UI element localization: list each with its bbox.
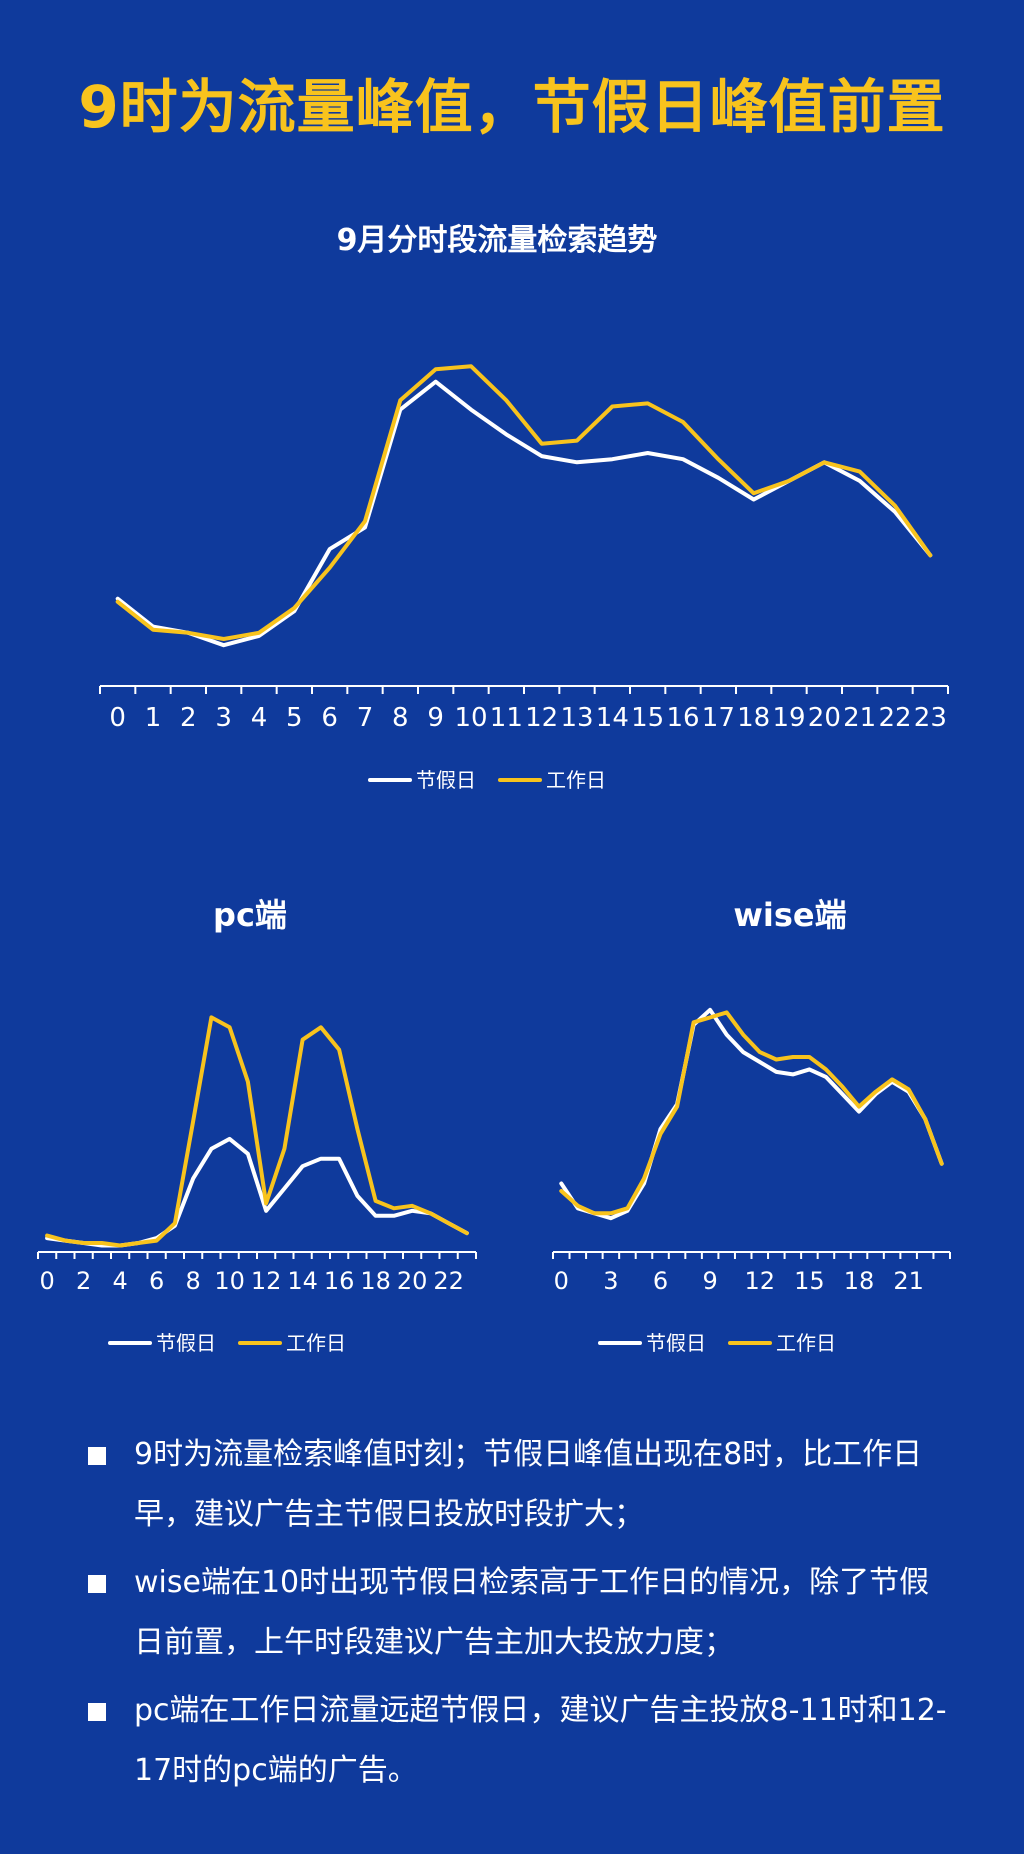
x-tick-label: 21 — [843, 703, 876, 733]
insight-text: pc端在工作日流量远超节假日，建议广告主投放8-11时和12-17时的pc端的广… — [134, 1693, 947, 1788]
square-bullet-icon — [88, 1703, 106, 1721]
x-tick-label: 0 — [554, 1267, 569, 1295]
x-tick-label: 19 — [772, 703, 805, 733]
main-chart: 0 1 2 3 4 5 6 7 8 9 10 11 12 13 14 15 16 17 18 19 20 21 22 23节假… — [99, 364, 949, 792]
legend-label: 工作日 — [286, 1331, 346, 1355]
series-line-workday — [45, 1015, 469, 1248]
x-tick-label: 12 — [525, 703, 558, 733]
x-tick-label: 7 — [357, 703, 374, 733]
x-tick-label: 2 — [76, 1267, 91, 1295]
x-tick-label: 14 — [287, 1267, 318, 1295]
x-tick-label: 23 — [914, 703, 947, 733]
x-tick-label: 2 — [180, 703, 197, 733]
insight-text: 9时为流量检索峰值时刻；节假日峰值出现在8时，比工作日早，建议广告主节假日投放时… — [134, 1437, 923, 1532]
x-tick-label: 10 — [454, 703, 487, 733]
x-tick-label: 16 — [324, 1267, 355, 1295]
square-bullet-icon — [88, 1575, 106, 1593]
insight-item: wise端在10时出现节假日检索高于工作日的情况，除了节假日前置，上午时段建议广… — [88, 1553, 948, 1673]
insight-text: wise端在10时出现节假日检索高于工作日的情况，除了节假日前置，上午时段建议广… — [134, 1565, 930, 1660]
x-tick-label: 13 — [560, 703, 593, 733]
x-tick-label: 15 — [631, 703, 664, 733]
legend-label: 节假日 — [646, 1331, 706, 1355]
x-tick-label: 6 — [321, 703, 338, 733]
x-tick-label: 15 — [794, 1267, 825, 1295]
x-tick-label: 3 — [215, 703, 232, 733]
x-tick-label: 0 — [39, 1267, 54, 1295]
legend-label: 工作日 — [546, 768, 606, 792]
legend-label: 节假日 — [416, 768, 476, 792]
insight-item: 9时为流量检索峰值时刻；节假日峰值出现在8时，比工作日早，建议广告主节假日投放时… — [88, 1425, 948, 1545]
x-tick-label: 20 — [808, 703, 841, 733]
x-tick-label: 18 — [737, 703, 770, 733]
series-line-workday — [559, 1010, 944, 1216]
insights-list: 9时为流量检索峰值时刻；节假日峰值出现在8时，比工作日早，建议广告主节假日投放时… — [88, 1425, 948, 1809]
x-tick-label: 18 — [844, 1267, 875, 1295]
x-tick-label: 11 — [490, 703, 523, 733]
x-tick-label: 18 — [360, 1267, 391, 1295]
x-tick-label: 8 — [392, 703, 409, 733]
x-tick-label: 9 — [427, 703, 444, 733]
x-tick-label: 0 — [109, 703, 126, 733]
pc-chart: 0 2 4 6 8 10 12 14 16 18 20 22 节假日 工作日 — [37, 1015, 477, 1355]
x-tick-label: 16 — [666, 703, 699, 733]
x-tick-label: 5 — [286, 703, 303, 733]
x-tick-label: 22 — [433, 1267, 464, 1295]
x-tick-label: 21 — [893, 1267, 924, 1295]
x-tick-label: 10 — [214, 1267, 245, 1295]
x-tick-label: 6 — [149, 1267, 164, 1295]
x-tick-label: 12 — [251, 1267, 282, 1295]
x-tick-label: 3 — [603, 1267, 618, 1295]
x-tick-label: 6 — [653, 1267, 668, 1295]
pc-chart-title: pc端 — [213, 896, 287, 934]
main-chart-title: 9月分时段流量检索趋势 — [336, 223, 658, 258]
legend-label: 节假日 — [156, 1331, 216, 1355]
x-tick-label: 8 — [185, 1267, 200, 1295]
x-tick-label: 1 — [145, 703, 162, 733]
x-tick-label: 9 — [703, 1267, 718, 1295]
series-line-workday — [115, 364, 933, 641]
wise-chart: 0 3 6 9 12 15 18 21 节假日 工作日 — [552, 1007, 951, 1355]
x-tick-label: 17 — [702, 703, 735, 733]
x-tick-label: 20 — [397, 1267, 428, 1295]
insight-item: pc端在工作日流量远超节假日，建议广告主投放8-11时和12-17时的pc端的广… — [88, 1681, 948, 1801]
x-tick-label: 12 — [744, 1267, 775, 1295]
x-tick-label: 14 — [596, 703, 629, 733]
wise-chart-title: wise端 — [733, 896, 847, 934]
square-bullet-icon — [88, 1447, 106, 1465]
headline: 9时为流量峰值，节假日峰值前置 — [78, 73, 946, 141]
x-tick-label: 4 — [112, 1267, 127, 1295]
legend-label: 工作日 — [776, 1331, 836, 1355]
x-tick-label: 22 — [878, 703, 911, 733]
x-tick-label: 4 — [251, 703, 268, 733]
